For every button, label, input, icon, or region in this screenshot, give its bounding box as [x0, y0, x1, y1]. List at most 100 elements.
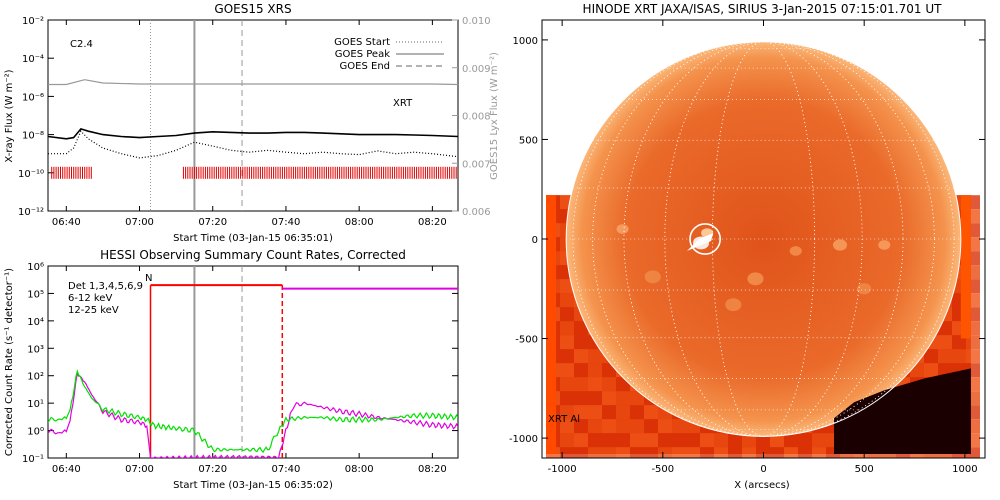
xrt-overlay-label: XRT Al: [548, 414, 580, 425]
xrt-sun-disk: [566, 41, 961, 437]
goes-y-label: X-ray Flux (W m⁻²): [4, 69, 15, 162]
xrt-image-block: [798, 433, 812, 448]
goes-x-axis: 06:40 07:00 07:20 07:40 08:00 08:20: [52, 20, 447, 228]
xrt-image-block: [714, 433, 728, 448]
xrt-image-block: [658, 447, 672, 458]
goes-y-axis: 10⁻¹² 10⁻¹⁰ 10⁻⁸ 10⁻⁶ 10⁻⁴ 10⁻²: [18, 16, 54, 218]
hessi-y-tick-label: 10³: [27, 344, 44, 355]
hessi-x-tick-label: 06:40: [52, 464, 81, 475]
xrt-image-block: [560, 293, 574, 308]
xrt-image-block: [560, 405, 574, 420]
xrt-image-block: [588, 405, 602, 420]
goes-x-tick-label: 06:40: [52, 217, 81, 228]
xrt-image-block: [574, 405, 588, 420]
xrt-image-block: [672, 433, 686, 448]
xrt-image-block: [700, 433, 714, 448]
goes-x-tick-label: 08:20: [418, 217, 447, 228]
xrt-image-block: [770, 433, 784, 448]
xrt-active-region: [747, 272, 764, 286]
xrt-image-block: [616, 391, 630, 406]
hessi-y-tick-label: 10⁻¹: [22, 454, 44, 465]
goes-y2-tick-label: 0.009: [462, 64, 491, 75]
xrt-image-block: [560, 391, 574, 406]
goes-y-tick-label: 10⁻¹⁰: [18, 169, 44, 180]
hessi-title: HESSI Observing Summary Count Rates, Cor…: [100, 248, 406, 262]
xrt-y-tick-label: 1000: [513, 36, 538, 47]
xrt-image-block: [574, 349, 588, 364]
xrt-image-block: [952, 349, 966, 364]
xrt-image-block: [560, 377, 574, 392]
goes-y2-axis: 0.006 0.007 0.008 0.009 0.010: [452, 16, 491, 218]
xrt-image-block: [630, 405, 644, 420]
xrt-image-block: [630, 447, 644, 458]
xrt-flare-kernel: [687, 233, 714, 251]
xrt-image-block: [924, 363, 938, 378]
hessi-y-tick-label: 10⁰: [27, 427, 44, 438]
goes-panel: GOES15 XRS 10⁻¹² 10⁻¹⁰ 10⁻⁸ 10⁻⁶ 10⁻⁴ 10⁻² 0.…: [4, 2, 500, 244]
xrt-image-block: [644, 405, 658, 420]
xrt-series-label: XRT: [393, 98, 413, 109]
goes-x-label: Start Time (03-Jan-15 06:35:01): [173, 233, 333, 244]
hessi-y-axis: 10⁻¹ 10⁰ 10¹ 10² 10³ 10⁴ 10⁵ 10⁶: [22, 262, 458, 465]
xrt-image-block: [574, 363, 588, 378]
goes-legend-label: GOES End: [340, 61, 390, 72]
xrt-image-block: [952, 335, 966, 350]
goes-y2-tick-label: 0.008: [462, 112, 491, 123]
hessi-legend-label: Det 1,3,4,5,6,9: [68, 281, 143, 292]
xrt-image-block: [560, 419, 574, 434]
xrt-image-block: [560, 321, 574, 336]
xrt-image-block: [560, 433, 574, 448]
xrt-image-block: [588, 377, 602, 392]
xrt-image-block: [602, 433, 616, 448]
goes-legend-label: GOES Start: [334, 37, 390, 48]
xrt-active-region: [789, 246, 802, 256]
xrt-image-block: [560, 349, 574, 364]
hessi-x-tick-label: 07:20: [198, 464, 227, 475]
goes-y-tick-label: 10⁻⁸: [22, 131, 44, 142]
xrt-image-block: [602, 377, 616, 392]
hessi-series: [48, 287, 458, 458]
hessi-y-tick-label: 10⁶: [27, 262, 44, 273]
xrt-image-block: [742, 433, 756, 448]
xrt-image-block: [644, 433, 658, 448]
xrt-image-block: [672, 419, 686, 434]
xrt-active-region: [616, 224, 629, 234]
goes-title: GOES15 XRS: [214, 2, 291, 16]
xrt-image-block: [630, 419, 644, 434]
hessi-y-tick-label: 10⁵: [27, 289, 44, 300]
xrt-image-block: [560, 307, 574, 322]
xrt-grid-lon: [623, 41, 904, 437]
xrt-dark-region: [834, 368, 971, 454]
hessi-x-axis: 06:40 07:00 07:20 07:40 08:00 08:20: [52, 266, 447, 475]
xrt-image-block: [938, 335, 952, 350]
xrt-image-block: [602, 391, 616, 406]
xrt-image-block: [812, 433, 826, 448]
xrt-image-block: [588, 433, 602, 448]
xrt-y-tick-label: 0: [532, 235, 538, 246]
xrt-x-tick-label: 0: [760, 464, 766, 475]
hessi-x-tick-label: 07:00: [125, 464, 154, 475]
goes-y-tick-label: 10⁻⁴: [22, 54, 44, 65]
xrt-y-axis: 1000 500 0 -500 -1000: [509, 36, 985, 445]
goes-y2-label: GOES15 Lyx Flux (W m⁻²): [489, 52, 500, 180]
xrt-image-block: [588, 391, 602, 406]
xrt-image-block: [924, 349, 938, 364]
goes-series-xrt: [48, 79, 458, 86]
xrt-left-strip: [546, 195, 557, 454]
xrt-image-block: [602, 405, 616, 420]
xrt-x-tick-label: 1000: [952, 464, 977, 475]
xrt-image-block: [588, 363, 602, 378]
xrt-active-region: [857, 283, 872, 295]
hessi-event-lines: [149, 266, 284, 458]
xrt-image-block: [574, 419, 588, 434]
xrt-active-region: [832, 239, 848, 251]
xrt-x-tick-label: -1000: [548, 464, 577, 475]
hessi-panel: HESSI Observing Summary Count Rates, Cor…: [4, 248, 459, 491]
xrt-image-block: [742, 447, 756, 458]
xrt-x-tick-label: 500: [855, 464, 874, 475]
xrt-image-block: [644, 447, 658, 458]
xrt-x-axis: -1000 -500 0 500 1000: [548, 20, 978, 475]
xrt-y-tick-label: -500: [515, 335, 538, 346]
xrt-image-block: [798, 447, 812, 458]
